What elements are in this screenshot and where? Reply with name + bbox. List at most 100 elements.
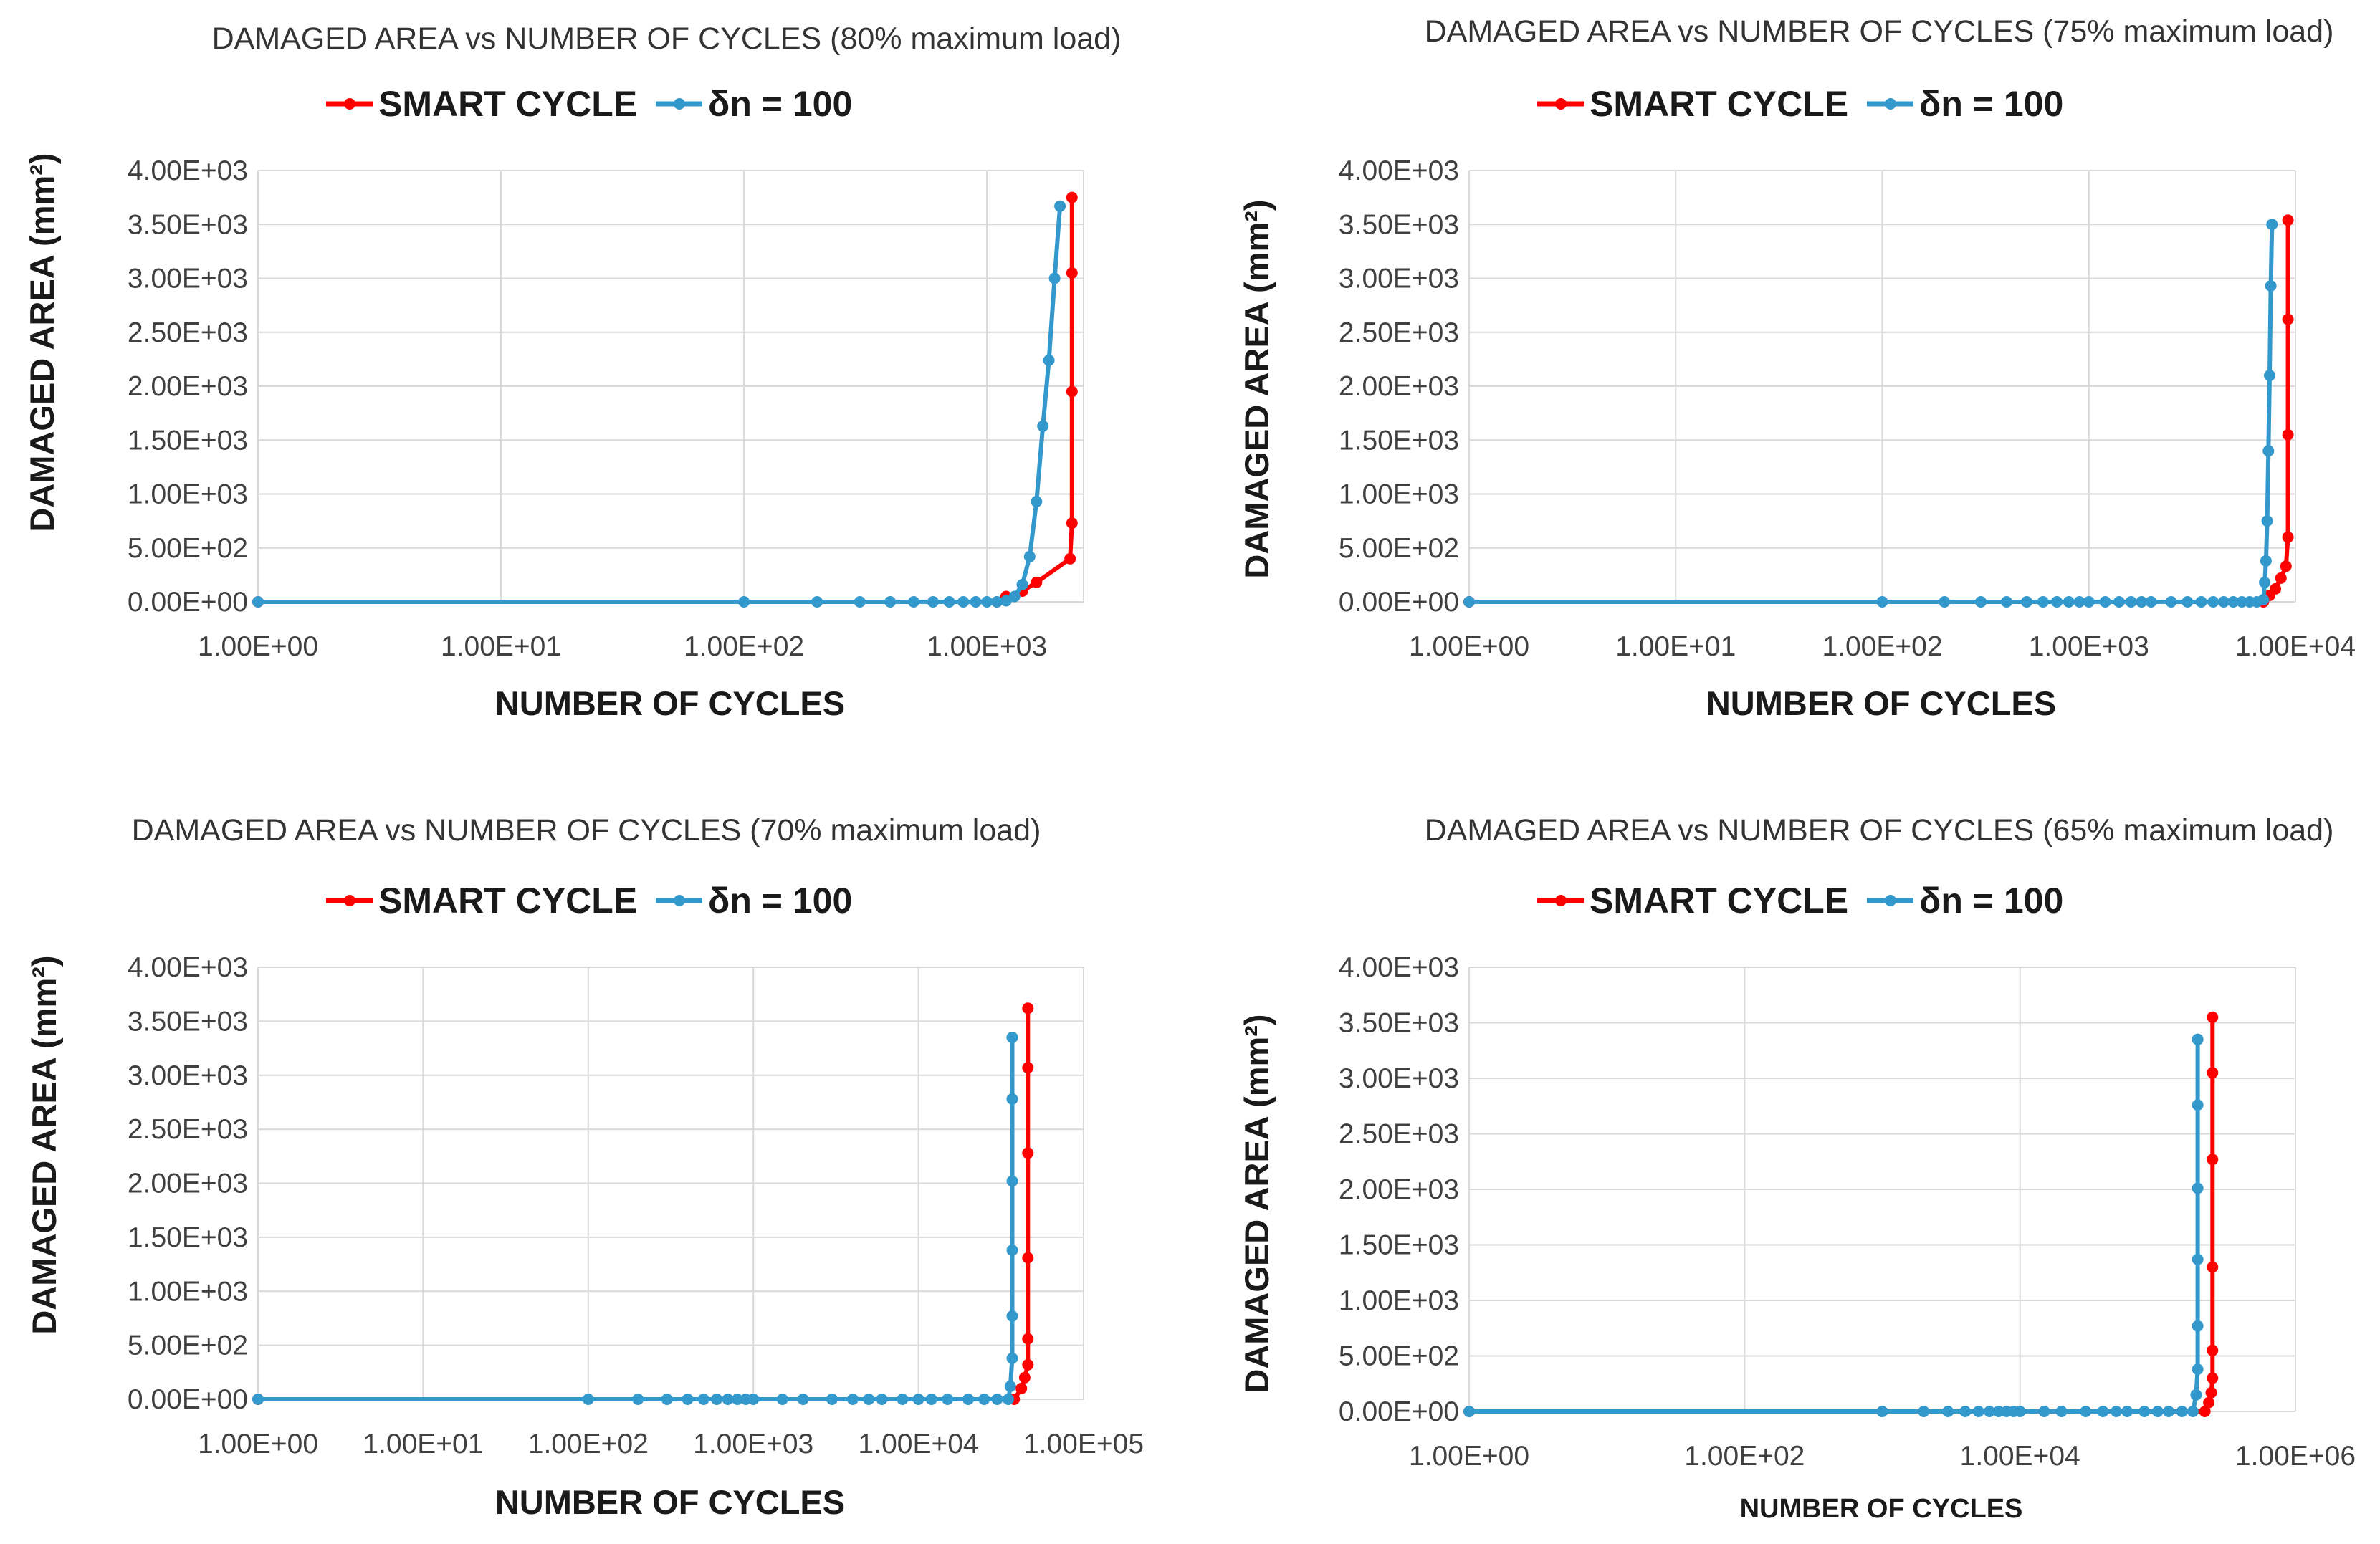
data-point-delta-n-100: [2207, 596, 2219, 608]
data-point-delta-n-100: [661, 1394, 673, 1405]
data-point-delta-n-100: [912, 1394, 924, 1405]
data-point-delta-n-100: [1043, 354, 1055, 366]
x-tick-labels: 1.00E+00 1.00E+01 1.00E+02 1.00E+03 1.00E+04: [1409, 631, 2356, 662]
legend: SMART CYCLE δn = 100: [326, 84, 852, 124]
data-point-delta-n-100: [957, 596, 970, 608]
y-tick-label: 3.50E+03: [128, 209, 248, 240]
y-tick-label: 5.00E+02: [128, 1330, 248, 1361]
y-axis-title: DAMAGED AREA (mm²): [23, 153, 61, 532]
legend-marker-smart: [1555, 98, 1567, 110]
series-layer: [252, 191, 1078, 608]
data-point-smart-cycle: [1066, 267, 1078, 279]
x-tick-label: 1.00E+03: [927, 631, 1047, 662]
data-point-delta-n-100: [738, 596, 750, 608]
data-point-delta-n-100: [876, 1394, 888, 1405]
data-point-delta-n-100: [1054, 200, 1066, 212]
data-point-delta-n-100: [943, 596, 955, 608]
legend-marker-smart: [344, 895, 355, 906]
data-point-delta-n-100: [2111, 1406, 2122, 1417]
data-point-delta-n-100: [1006, 1245, 1018, 1256]
series-line-smart-cycle: [1469, 220, 2290, 604]
data-point-smart-cycle: [2280, 560, 2292, 572]
data-point-delta-n-100: [2264, 370, 2275, 381]
y-tick-label: 0.00E+00: [128, 1384, 248, 1415]
legend: SMART CYCLE δn = 100: [1537, 881, 2063, 921]
legend: SMART CYCLE δn = 100: [326, 881, 852, 921]
data-point-delta-n-100: [2051, 596, 2063, 608]
y-tick-label: 0.00E+00: [128, 587, 248, 618]
data-point-smart-cycle: [2282, 428, 2294, 441]
data-point-delta-n-100: [1048, 272, 1061, 284]
legend-marker-smart: [344, 98, 355, 110]
data-point-delta-n-100: [1008, 590, 1021, 603]
data-point-delta-n-100: [2181, 596, 2194, 608]
series-layer: [1463, 1011, 2219, 1417]
chart-80-percent: DAMAGED AREA vs NUMBER OF CYCLES (80% ma…: [23, 21, 1121, 722]
data-point-delta-n-100: [1006, 1032, 1018, 1043]
data-point-delta-n-100: [2265, 280, 2277, 292]
y-tick-label: 3.00E+03: [128, 1060, 248, 1091]
legend-label-smart: SMART CYCLE: [378, 84, 637, 124]
data-point-smart-cycle: [2282, 214, 2294, 226]
data-point-delta-n-100: [2176, 1406, 2188, 1417]
data-point-delta-n-100: [826, 1394, 838, 1405]
x-tick-label: 1.00E+03: [2029, 631, 2149, 662]
y-tick-label: 3.50E+03: [1339, 1008, 1459, 1039]
data-point-delta-n-100: [978, 1394, 990, 1405]
data-point-smart-cycle: [1064, 552, 1076, 565]
data-point-delta-n-100: [2055, 1406, 2068, 1417]
data-point-smart-cycle: [1018, 1371, 1031, 1384]
x-tick-label: 1.00E+02: [528, 1429, 649, 1459]
data-point-smart-cycle: [1066, 191, 1078, 203]
data-point-delta-n-100: [682, 1394, 694, 1405]
data-point-delta-n-100: [1006, 1175, 1018, 1187]
data-point-delta-n-100: [2165, 596, 2177, 608]
data-point-delta-n-100: [2125, 596, 2137, 608]
y-tick-label: 5.00E+02: [128, 533, 248, 564]
series-line-smart-cycle: [258, 197, 1074, 604]
data-point-delta-n-100: [2113, 596, 2125, 608]
legend-marker-dn: [1885, 895, 1896, 906]
y-tick-label: 2.00E+03: [1339, 1174, 1459, 1205]
legend-label-dn: δn = 100: [708, 881, 852, 921]
data-point-delta-n-100: [2192, 1363, 2204, 1376]
y-tick-labels: 0.00E+00 5.00E+02 1.00E+03 1.50E+03 2.00E+03…: [1339, 952, 1459, 1427]
data-point-delta-n-100: [776, 1394, 788, 1405]
data-point-delta-n-100: [711, 1394, 723, 1405]
x-axis-title: NUMBER OF CYCLES: [1740, 1494, 2023, 1524]
chart-title: DAMAGED AREA vs NUMBER OF CYCLES (80% ma…: [212, 21, 1122, 56]
x-tick-label: 1.00E+06: [2235, 1441, 2356, 1472]
y-tick-label: 1.00E+03: [1339, 1285, 1459, 1316]
data-point-delta-n-100: [927, 596, 939, 608]
data-point-delta-n-100: [2080, 1406, 2092, 1417]
data-point-delta-n-100: [2163, 1406, 2174, 1417]
x-tick-label: 1.00E+02: [684, 631, 804, 662]
data-point-delta-n-100: [962, 1394, 974, 1405]
data-point-delta-n-100: [2121, 1406, 2133, 1417]
data-point-delta-n-100: [1972, 1406, 1984, 1417]
data-point-delta-n-100: [2136, 596, 2148, 608]
data-point-smart-cycle: [1031, 576, 1043, 588]
data-point-delta-n-100: [2192, 1033, 2204, 1045]
data-point-delta-n-100: [2218, 596, 2230, 608]
x-tick-label: 1.00E+02: [1684, 1441, 1805, 1472]
data-point-smart-cycle: [1022, 1358, 1034, 1371]
data-point-delta-n-100: [1939, 596, 1951, 608]
y-tick-label: 3.00E+03: [128, 264, 248, 294]
data-point-delta-n-100: [2259, 576, 2271, 588]
data-point-delta-n-100: [252, 1394, 264, 1405]
data-point-delta-n-100: [942, 1394, 954, 1405]
data-point-delta-n-100: [981, 596, 993, 608]
data-point-delta-n-100: [1003, 1394, 1014, 1405]
x-tick-label: 1.00E+00: [198, 1429, 318, 1459]
data-point-delta-n-100: [2261, 515, 2273, 527]
data-point-delta-n-100: [991, 596, 1003, 608]
data-point-smart-cycle: [2207, 1372, 2219, 1384]
legend-marker-dn: [1885, 98, 1896, 110]
data-point-delta-n-100: [991, 1394, 1003, 1405]
data-point-smart-cycle: [1022, 1002, 1034, 1015]
series-line-smart-cycle: [1469, 1017, 2215, 1414]
y-tick-label: 4.00E+03: [128, 952, 248, 983]
data-point-smart-cycle: [2199, 1406, 2211, 1417]
x-tick-label: 1.00E+01: [441, 631, 561, 662]
